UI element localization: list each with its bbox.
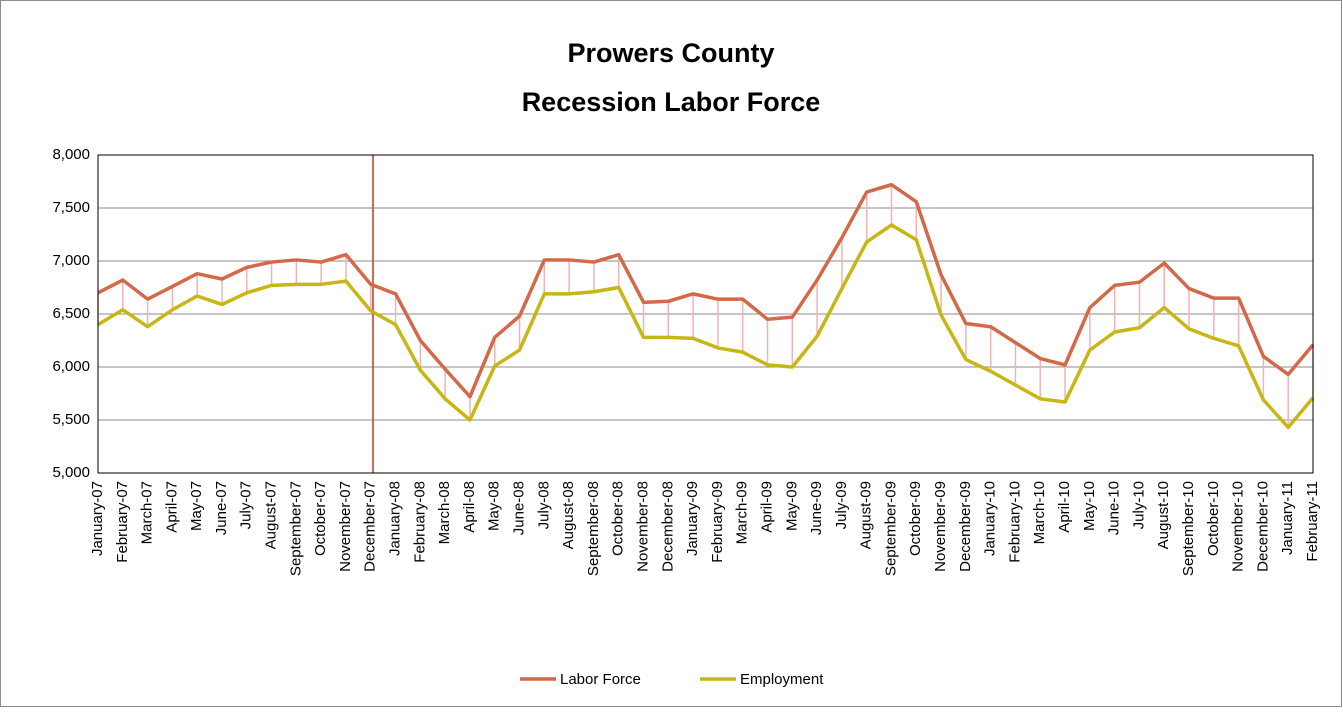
x-tick-label: April-09	[758, 481, 775, 533]
x-tick-label: December-08	[659, 481, 676, 572]
x-tick-label: July-08	[535, 481, 552, 529]
series-line	[97, 182, 1315, 399]
x-tick-label: March-08	[436, 481, 453, 544]
x-tick-label: December-09	[957, 481, 974, 572]
x-tick-label: January-11	[1279, 481, 1296, 555]
legend-label: Employment	[740, 671, 824, 688]
y-tick-label: 6,500	[52, 305, 90, 322]
axis-labels: 5,000 5,500 6,000 6,500 7,000 7,500 8,000 Janua…	[52, 146, 1321, 576]
x-tick-label: December-10	[1254, 481, 1271, 572]
chart-title: Recession Labor Force	[522, 87, 821, 117]
x-tick-label: February-10	[1006, 481, 1023, 563]
x-tick-label: May-08	[486, 481, 503, 531]
x-tick-label: August-07	[263, 481, 280, 549]
y-tick-label: 6,000	[52, 358, 90, 375]
x-tick-label: February-09	[709, 481, 726, 563]
x-tick-label: June-07	[213, 481, 230, 535]
series-lines	[97, 182, 1315, 430]
x-tick-label: March-10	[1031, 481, 1048, 544]
series-line	[97, 223, 1315, 430]
x-tick-label: January-09	[684, 481, 701, 556]
x-tick-label: October-08	[610, 481, 627, 556]
x-tick-label: February-08	[411, 481, 428, 563]
x-tick-label: January-10	[982, 481, 999, 556]
x-tick-label: August-09	[858, 481, 875, 549]
x-tick-label: May-10	[1081, 481, 1098, 531]
legend: Labor Force Employment	[520, 671, 824, 688]
x-tick-label: February-11	[1304, 481, 1321, 562]
x-tick-label: September-10	[1180, 481, 1197, 576]
x-tick-label: January-07	[89, 481, 106, 556]
x-tick-label: April-08	[461, 481, 478, 533]
x-tick-label: August-08	[560, 481, 577, 549]
x-tick-label: May-09	[783, 481, 800, 531]
x-tick-label: November-07	[337, 481, 354, 572]
x-tick-label: March-09	[734, 481, 751, 544]
x-tick-label: December-07	[362, 481, 379, 572]
y-tick-label: 5,000	[52, 464, 90, 481]
y-tick-label: 7,500	[52, 199, 90, 216]
y-tick-label: 7,000	[52, 252, 90, 269]
x-tick-label: November-10	[1230, 481, 1247, 572]
x-tick-label: March-07	[139, 481, 156, 544]
chart-title: Prowers County	[567, 38, 774, 68]
plot-border	[97, 154, 1314, 474]
x-tick-label: November-09	[932, 481, 949, 572]
x-tick-label: November-08	[634, 481, 651, 572]
legend-label: Labor Force	[560, 671, 641, 688]
x-tick-label: July-09	[833, 481, 850, 529]
x-tick-label: July-10	[1130, 481, 1147, 529]
y-tick-label: 8,000	[52, 146, 90, 163]
x-tick-label: July-07	[238, 481, 255, 529]
x-tick-label: January-08	[387, 481, 404, 556]
x-tick-label: May-07	[188, 481, 205, 531]
x-tick-label: June-10	[1106, 481, 1123, 535]
x-tick-label: June-08	[510, 481, 527, 535]
y-tick-label: 5,500	[52, 411, 90, 428]
x-tick-label: April-10	[1056, 481, 1073, 533]
x-tick-label: October-10	[1205, 481, 1222, 556]
x-tick-label: February-07	[114, 481, 131, 563]
x-tick-label: June-09	[808, 481, 825, 535]
x-tick-label: April-07	[163, 481, 180, 533]
x-tick-label: October-09	[907, 481, 924, 556]
drop-lines	[97, 184, 1314, 428]
x-tick-label: August-10	[1155, 481, 1172, 549]
x-tick-label: September-08	[585, 481, 602, 576]
x-tick-label: September-07	[287, 481, 304, 576]
x-tick-label: October-07	[312, 481, 329, 556]
x-tick-label: September-09	[882, 481, 899, 576]
